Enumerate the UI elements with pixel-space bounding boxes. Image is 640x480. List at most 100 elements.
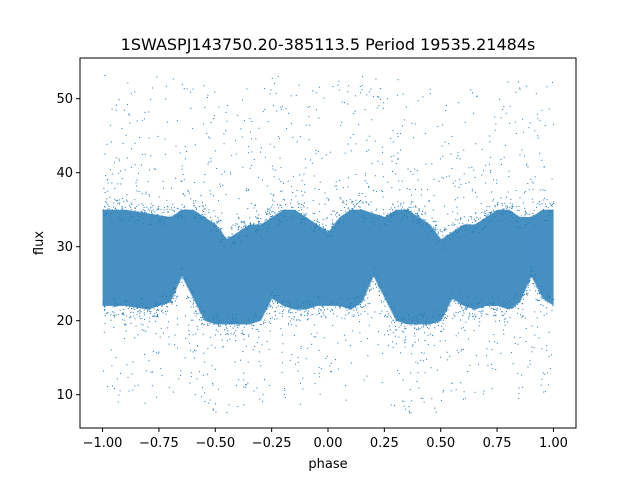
scatter-point bbox=[117, 203, 119, 205]
scatter-point bbox=[481, 298, 483, 300]
scatter-band-slice bbox=[385, 216, 387, 301]
scatter-point bbox=[387, 224, 389, 226]
scatter-point bbox=[312, 230, 314, 232]
scatter-band-slice bbox=[109, 209, 111, 306]
scatter-point bbox=[245, 188, 247, 190]
scatter-point bbox=[115, 356, 117, 358]
scatter-point bbox=[309, 106, 311, 108]
scatter-point bbox=[440, 230, 442, 232]
scatter-point bbox=[109, 124, 111, 126]
scatter-point bbox=[131, 203, 133, 205]
scatter-point bbox=[490, 211, 492, 213]
scatter-point bbox=[456, 157, 458, 159]
scatter-point bbox=[209, 190, 211, 192]
scatter-point bbox=[123, 109, 125, 111]
scatter-point bbox=[474, 391, 476, 393]
scatter-point bbox=[165, 85, 167, 87]
scatter-band-slice bbox=[499, 209, 501, 307]
scatter-point bbox=[166, 199, 168, 201]
scatter-point bbox=[352, 330, 354, 332]
scatter-point bbox=[174, 334, 176, 336]
scatter-band-slice bbox=[383, 216, 385, 297]
scatter-point bbox=[260, 323, 262, 325]
scatter-point bbox=[482, 306, 484, 308]
scatter-point bbox=[364, 195, 366, 197]
scatter-point bbox=[131, 209, 133, 211]
scatter-band-slice bbox=[307, 218, 309, 309]
scatter-point bbox=[492, 198, 494, 200]
scatter-point bbox=[174, 291, 176, 293]
scatter-point bbox=[457, 312, 459, 314]
scatter-point bbox=[320, 310, 322, 312]
scatter-point bbox=[252, 349, 254, 351]
scatter-band-slice bbox=[197, 212, 199, 308]
scatter-point bbox=[420, 397, 422, 399]
scatter-point bbox=[465, 321, 467, 323]
scatter-point bbox=[119, 218, 121, 220]
scatter-point bbox=[173, 211, 175, 213]
scatter-point bbox=[492, 296, 494, 298]
scatter-point bbox=[400, 212, 402, 214]
scatter-point bbox=[333, 226, 335, 228]
scatter-point bbox=[266, 341, 268, 343]
scatter-point bbox=[387, 181, 389, 183]
scatter-point bbox=[266, 308, 268, 310]
scatter-point bbox=[201, 396, 203, 398]
scatter-point bbox=[495, 210, 497, 212]
scatter-point bbox=[113, 311, 115, 313]
scatter-point bbox=[287, 300, 289, 302]
scatter-point bbox=[527, 294, 529, 296]
scatter-point bbox=[354, 110, 356, 112]
scatter-band-slice bbox=[299, 213, 301, 310]
scatter-point bbox=[143, 312, 145, 314]
scatter-point bbox=[416, 324, 418, 326]
scatter-point bbox=[281, 371, 283, 373]
scatter-point bbox=[196, 305, 198, 307]
scatter-point bbox=[482, 229, 484, 231]
scatter-point bbox=[174, 300, 176, 302]
scatter-point bbox=[460, 327, 462, 329]
scatter-point bbox=[133, 307, 135, 309]
scatter-point bbox=[425, 358, 427, 360]
scatter-point bbox=[208, 317, 210, 319]
scatter-band-slice bbox=[142, 212, 144, 309]
scatter-point bbox=[325, 154, 327, 156]
scatter-point bbox=[187, 297, 189, 299]
scatter-point bbox=[400, 324, 402, 326]
scatter-point bbox=[186, 295, 188, 297]
scatter-point bbox=[486, 216, 488, 218]
scatter-point bbox=[137, 211, 139, 213]
scatter-point bbox=[505, 303, 507, 305]
scatter-point bbox=[322, 296, 324, 298]
scatter-point bbox=[214, 215, 216, 217]
scatter-point bbox=[496, 309, 498, 311]
scatter-point bbox=[380, 300, 382, 302]
scatter-point bbox=[110, 213, 112, 215]
scatter-band-slice bbox=[484, 217, 486, 307]
scatter-point bbox=[193, 205, 195, 207]
scatter-point bbox=[124, 324, 126, 326]
scatter-point bbox=[327, 235, 329, 237]
scatter-point bbox=[194, 349, 196, 351]
scatter-point bbox=[118, 394, 120, 396]
scatter-point bbox=[253, 222, 255, 224]
scatter-point bbox=[530, 276, 532, 278]
scatter-point bbox=[195, 333, 197, 335]
scatter-point bbox=[356, 202, 358, 204]
scatter-band-slice bbox=[347, 211, 349, 309]
scatter-point bbox=[232, 319, 234, 321]
scatter-point bbox=[452, 211, 454, 213]
scatter-point bbox=[313, 175, 315, 177]
scatter-point bbox=[532, 215, 534, 217]
scatter-point bbox=[522, 308, 524, 310]
scatter-point bbox=[245, 386, 247, 388]
scatter-point bbox=[390, 216, 392, 218]
scatter-point bbox=[277, 75, 279, 77]
scatter-point bbox=[158, 351, 160, 353]
scatter-point bbox=[506, 196, 508, 198]
scatter-point bbox=[121, 312, 123, 314]
scatter-point bbox=[288, 311, 290, 313]
scatter-point bbox=[410, 194, 412, 196]
scatter-band-slice bbox=[131, 210, 133, 307]
scatter-point bbox=[518, 209, 520, 211]
